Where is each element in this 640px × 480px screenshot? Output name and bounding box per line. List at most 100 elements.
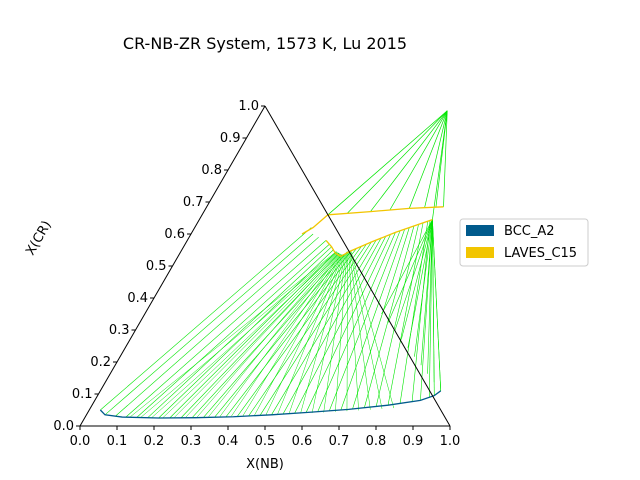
y-tick-label: 1.0: [238, 99, 259, 114]
phase-boundary-bcc-a2: [99, 390, 442, 419]
tie-line: [340, 229, 405, 411]
phase-boundaries: [99, 206, 444, 419]
tie-line: [202, 251, 348, 418]
tie-line: [375, 224, 419, 407]
tie-line: [347, 110, 448, 214]
y-tick-label: 0.9: [220, 131, 241, 146]
tie-line: [248, 244, 367, 417]
tie-line: [271, 240, 377, 415]
legend-label-laves-c15: LAVES_C15: [504, 246, 577, 261]
x-tick-label: 0.0: [70, 434, 91, 449]
tie-line: [420, 219, 433, 366]
x-tick-label: 0.2: [144, 434, 165, 449]
tie-line: [394, 219, 433, 332]
tie-line: [432, 219, 435, 383]
tie-line: [349, 251, 383, 409]
tie-line: [259, 241, 372, 416]
tie-line: [169, 251, 337, 419]
tie-line: [317, 232, 396, 412]
tie-line: [265, 254, 343, 416]
tie-line: [427, 219, 433, 374]
tie-line: [350, 251, 395, 409]
tie-line: [282, 238, 382, 415]
tie-line: [140, 251, 337, 418]
tie-line: [129, 251, 337, 418]
x-tick-label: 0.6: [292, 434, 313, 449]
tie-line: [408, 110, 448, 209]
legend-swatch-bcc-a2: [466, 225, 494, 236]
y-tick-label: 0.0: [53, 419, 74, 434]
tie-line: [104, 233, 314, 416]
y-tick-label: 0.4: [127, 291, 148, 306]
legend-label-bcc-a2: BCC_A2: [504, 224, 555, 239]
tie-line: [219, 253, 341, 417]
tie-line: [300, 253, 345, 414]
tie-line: [305, 234, 391, 413]
tie-line: [329, 230, 401, 411]
tie-line: [411, 220, 431, 403]
tie-line: [208, 253, 340, 417]
y-tick-label: 0.8: [201, 163, 222, 178]
x-tick-label: 1.0: [440, 434, 461, 449]
tie-line: [196, 253, 340, 418]
tie-line: [136, 244, 330, 418]
tie-line: [294, 236, 386, 414]
hypotenuse-line: [264, 105, 451, 427]
tie-line: [428, 219, 433, 398]
y-tick-label: 0.3: [109, 323, 130, 338]
tie-line: [277, 254, 344, 415]
phase-boundary-laves-c15: [327, 206, 444, 216]
tie-line: [420, 219, 433, 401]
tie-line: [370, 110, 448, 212]
tie-lines: [100, 110, 448, 419]
x-tick-label: 0.9: [403, 434, 424, 449]
tie-line: [242, 254, 342, 416]
phase-boundary-laves-c15: [301, 214, 329, 235]
tie-line: [335, 252, 348, 412]
tie-line: [352, 227, 410, 410]
y-tick-label: 0.1: [72, 387, 93, 402]
x-tick-label: 0.3: [181, 434, 202, 449]
tie-line: [125, 240, 327, 418]
chart-title: CR-NB-ZR System, 1573 K, Lu 2015: [123, 34, 407, 53]
tie-line: [364, 225, 415, 408]
phase-boundary-laves-c15: [325, 218, 433, 258]
tie-line: [174, 252, 339, 418]
tie-line: [151, 251, 338, 418]
tie-line: [236, 245, 362, 417]
x-tick-label: 0.7: [329, 434, 350, 449]
tie-line: [389, 110, 448, 211]
tie-line: [414, 219, 433, 357]
tie-line: [381, 219, 433, 315]
y-tick-label: 0.5: [146, 259, 167, 274]
tie-line: [323, 253, 347, 413]
tie-line: [443, 110, 448, 207]
tie-line: [158, 249, 335, 419]
tie-line: [399, 221, 429, 404]
x-tick-label: 0.1: [107, 434, 128, 449]
tie-line: [327, 110, 448, 216]
tie-line: [162, 252, 338, 418]
tie-line: [214, 249, 353, 418]
tie-line: [348, 252, 359, 411]
tie-line: [288, 254, 345, 415]
tie-line: [147, 246, 332, 418]
y-tick-label: 0.2: [90, 355, 111, 370]
tie-line: [407, 219, 433, 349]
x-tick-label: 0.8: [366, 434, 387, 449]
y-tick-label: 0.7: [183, 195, 204, 210]
x-tick-label: 0.5: [255, 434, 276, 449]
tie-line: [185, 252, 339, 418]
tie-line: [400, 219, 433, 340]
tie-line: [100, 227, 312, 411]
x-tick-label: 0.4: [218, 434, 239, 449]
legend-swatch-laves-c15: [466, 247, 494, 258]
tie-line: [424, 110, 448, 208]
tie-line: [349, 252, 371, 410]
x-axis-label: X(NB): [246, 457, 284, 472]
tie-line: [114, 236, 319, 417]
tie-line: [387, 219, 433, 323]
y-axis-label: X(CR): [23, 218, 55, 258]
tie-line: [346, 252, 349, 412]
